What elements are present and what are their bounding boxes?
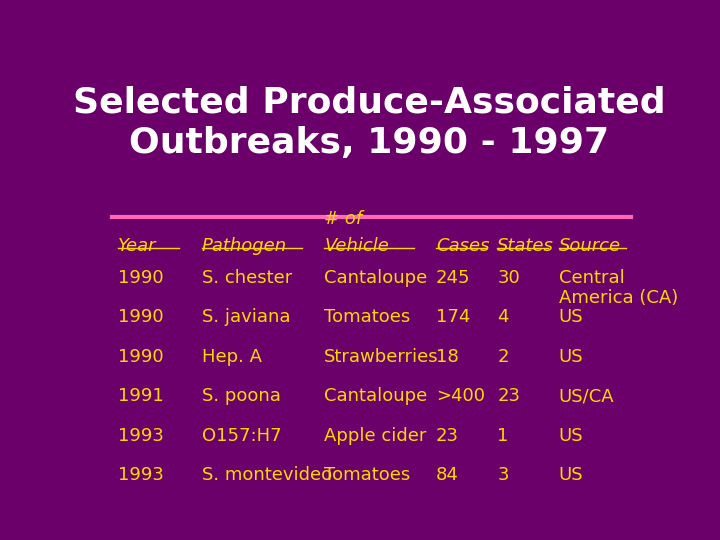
Text: 1993: 1993 xyxy=(118,466,163,484)
Text: Vehicle: Vehicle xyxy=(324,238,390,255)
Text: 23: 23 xyxy=(436,427,459,444)
Text: 245: 245 xyxy=(436,268,470,287)
Text: >400: >400 xyxy=(436,387,485,405)
Text: 23: 23 xyxy=(498,387,521,405)
Text: 1990: 1990 xyxy=(118,268,163,287)
Text: 174: 174 xyxy=(436,308,470,326)
Text: 1990: 1990 xyxy=(118,308,163,326)
Text: Cantaloupe: Cantaloupe xyxy=(324,268,428,287)
Text: Cases: Cases xyxy=(436,238,490,255)
Text: Central
America (CA): Central America (CA) xyxy=(559,268,678,307)
Text: 1990: 1990 xyxy=(118,348,163,366)
Text: Selected Produce-Associated
Outbreaks, 1990 - 1997: Selected Produce-Associated Outbreaks, 1… xyxy=(73,85,665,160)
Text: O157:H7: O157:H7 xyxy=(202,427,282,444)
Text: Strawberries: Strawberries xyxy=(324,348,439,366)
Text: S. montevideo: S. montevideo xyxy=(202,466,332,484)
Text: US: US xyxy=(559,466,583,484)
Text: S. javiana: S. javiana xyxy=(202,308,290,326)
Text: 4: 4 xyxy=(498,308,509,326)
Text: 3: 3 xyxy=(498,466,509,484)
Text: 1993: 1993 xyxy=(118,427,163,444)
Text: Tomatoes: Tomatoes xyxy=(324,466,410,484)
Text: S. chester: S. chester xyxy=(202,268,292,287)
Text: 2: 2 xyxy=(498,348,509,366)
Text: 1991: 1991 xyxy=(118,387,163,405)
Text: US: US xyxy=(559,427,583,444)
Text: Tomatoes: Tomatoes xyxy=(324,308,410,326)
Text: Source: Source xyxy=(559,238,621,255)
Text: 30: 30 xyxy=(498,268,520,287)
Text: US: US xyxy=(559,308,583,326)
Text: 18: 18 xyxy=(436,348,459,366)
Text: # of: # of xyxy=(324,210,363,228)
Text: Cantaloupe: Cantaloupe xyxy=(324,387,428,405)
Text: 84: 84 xyxy=(436,466,459,484)
Text: S. poona: S. poona xyxy=(202,387,281,405)
Text: US: US xyxy=(559,348,583,366)
Text: States: States xyxy=(498,238,554,255)
Text: US/CA: US/CA xyxy=(559,387,614,405)
Text: Hep. A: Hep. A xyxy=(202,348,261,366)
Text: Apple cider: Apple cider xyxy=(324,427,427,444)
Text: Pathogen: Pathogen xyxy=(202,238,287,255)
Text: 1: 1 xyxy=(498,427,509,444)
Text: Year: Year xyxy=(118,238,156,255)
